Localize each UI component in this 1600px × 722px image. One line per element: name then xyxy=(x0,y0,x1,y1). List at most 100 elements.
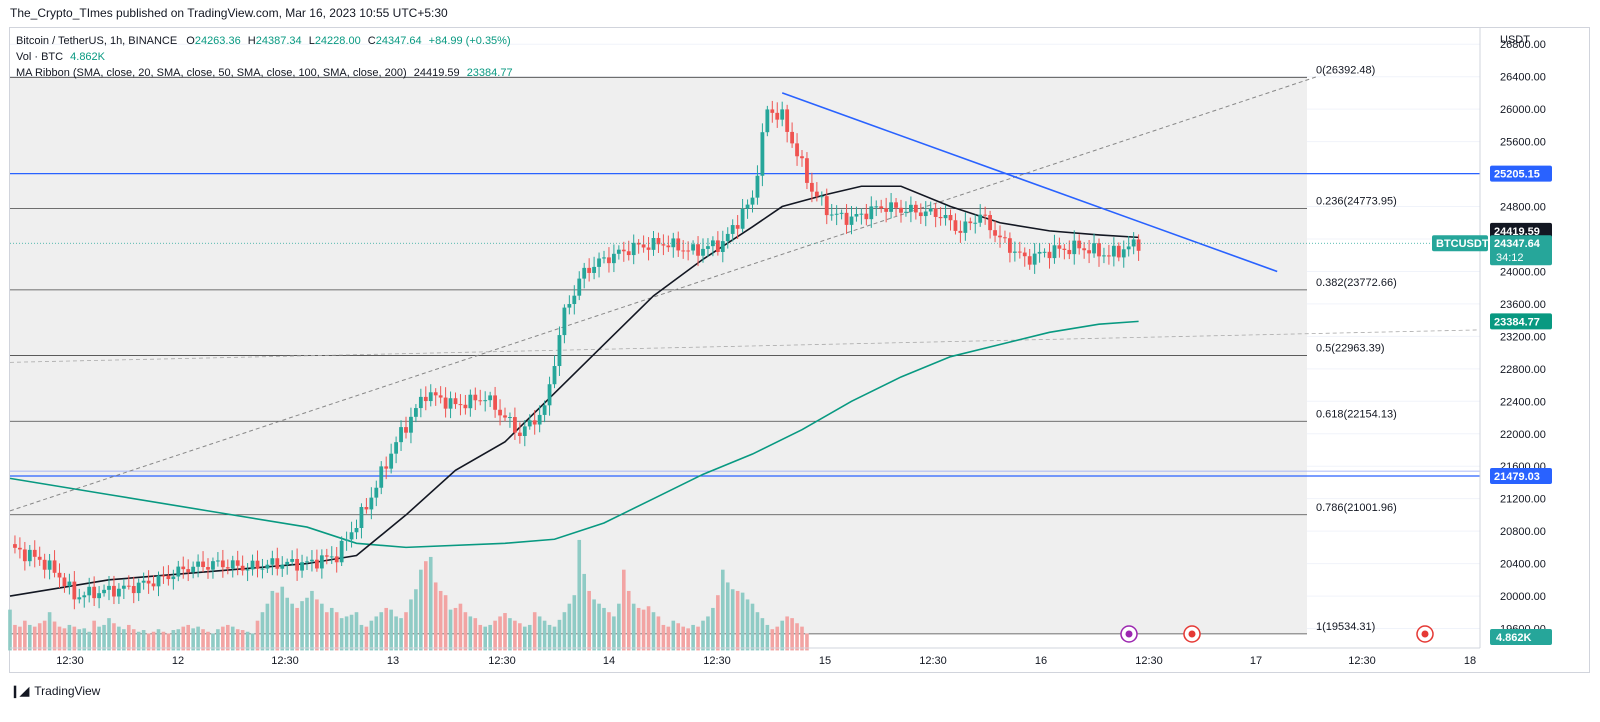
candle-body xyxy=(839,212,844,214)
candle-body xyxy=(1008,238,1012,253)
candle-body xyxy=(409,416,413,433)
volume-bar xyxy=(270,590,275,651)
volume-bar xyxy=(72,626,77,651)
volume-bar xyxy=(567,603,572,651)
volume-bar xyxy=(438,590,443,651)
volume-bar xyxy=(612,616,616,651)
volume-bar xyxy=(37,623,42,651)
volume-bar xyxy=(572,595,577,651)
candle-body xyxy=(983,214,988,216)
volume-bar xyxy=(275,592,280,651)
volume-bar xyxy=(399,618,403,651)
volume-bar xyxy=(52,621,57,651)
candle-body xyxy=(1052,245,1057,259)
candle-body xyxy=(785,109,790,132)
candle-body xyxy=(854,214,859,217)
volume-bar xyxy=(730,589,735,651)
author-name[interactable]: The_Crypto_TImes xyxy=(10,6,113,20)
candle-body xyxy=(567,304,572,308)
candle-body xyxy=(968,221,973,224)
candle-body xyxy=(235,560,240,566)
volume-bar xyxy=(161,631,166,651)
candle-body xyxy=(661,244,666,246)
candle-body xyxy=(151,583,156,587)
candle-body xyxy=(32,549,37,557)
candle-body xyxy=(993,230,997,236)
candle-body xyxy=(913,204,918,213)
candle-body xyxy=(1116,245,1121,258)
candle-body xyxy=(319,555,324,569)
volume-bar xyxy=(32,626,37,651)
candle-body xyxy=(918,212,923,217)
volume-bar xyxy=(780,620,784,651)
level-price-tag-bg xyxy=(1490,468,1552,485)
candle-body xyxy=(433,392,438,396)
candle-body xyxy=(438,395,443,398)
trendline xyxy=(781,92,1278,273)
volume-bar xyxy=(82,628,87,651)
candle-body xyxy=(62,577,67,587)
brand-name[interactable]: TradingView xyxy=(34,684,101,698)
candle-body xyxy=(1082,248,1087,251)
candle-body xyxy=(329,556,334,558)
x-tick-label: 15 xyxy=(819,655,831,667)
volume-bar xyxy=(537,616,542,651)
candle-body xyxy=(389,453,394,469)
x-tick-label: 14 xyxy=(603,655,615,667)
candle-body xyxy=(1111,245,1116,257)
volume-bar xyxy=(87,631,91,651)
candle-body xyxy=(82,595,87,598)
ohlc-low-label: L xyxy=(308,35,315,47)
volume-bar xyxy=(122,629,126,651)
volume-bar xyxy=(230,626,235,651)
candle-body xyxy=(864,213,869,220)
candle-body xyxy=(196,561,200,567)
candle-body xyxy=(651,238,656,250)
candle-body xyxy=(720,241,725,253)
volume-bar xyxy=(221,626,225,651)
candle-body xyxy=(671,238,676,248)
candle-body xyxy=(240,565,245,571)
volume-bar xyxy=(513,620,517,651)
volume-label[interactable]: Vol · BTC xyxy=(16,51,64,63)
y-tick-label: 26800.00 xyxy=(1500,39,1546,51)
volume-bar xyxy=(47,612,52,651)
volume-bar xyxy=(166,633,171,651)
candle-body xyxy=(706,246,710,249)
volume-bar xyxy=(320,603,324,651)
candle-body xyxy=(126,585,131,587)
candle-body xyxy=(1087,250,1091,254)
volume-bar xyxy=(18,626,22,651)
candle-body xyxy=(161,575,166,577)
candle-body xyxy=(547,384,552,406)
time-axis: 12:30 12 12:30 13 12:30 14 12:30 15 12:30 16 12:30… xyxy=(10,647,1480,667)
candle-body xyxy=(1037,251,1042,254)
ma200-price-tag: 23384.77 xyxy=(1494,316,1540,328)
publish-text: published on TradingView.com, Mar 16, 20… xyxy=(116,6,448,20)
y-tick-label: 20000.00 xyxy=(1500,591,1546,603)
event-icon-dot xyxy=(1125,630,1133,638)
y-tick-label: 20400.00 xyxy=(1500,559,1546,571)
candle-body xyxy=(423,396,428,402)
dashed-trend-line xyxy=(9,76,1317,512)
candle-body xyxy=(453,398,458,405)
horizontal-levels xyxy=(10,173,1480,477)
candle-body xyxy=(305,561,309,563)
volume-bar xyxy=(602,607,606,651)
volume-bar xyxy=(404,612,408,651)
ma-label[interactable]: MA Ribbon (SMA, close, 20, SMA, close, 5… xyxy=(16,67,407,79)
y-tick-label: 21200.00 xyxy=(1500,494,1546,506)
candle-body xyxy=(998,235,1002,238)
symbol-name[interactable]: Bitcoin / TetherUS, 1h, BINANCE xyxy=(16,35,178,47)
volume-bar xyxy=(364,626,369,651)
candle-body xyxy=(102,589,106,594)
x-tick-label: 12:30 xyxy=(56,655,84,667)
candle-body xyxy=(953,220,958,231)
ma200-price-tag-bg xyxy=(1490,313,1552,330)
candle-body xyxy=(1017,251,1022,253)
volume-bar xyxy=(156,629,161,651)
volume-bar xyxy=(57,626,62,651)
candle-body xyxy=(379,466,384,488)
candle-body xyxy=(621,249,626,252)
